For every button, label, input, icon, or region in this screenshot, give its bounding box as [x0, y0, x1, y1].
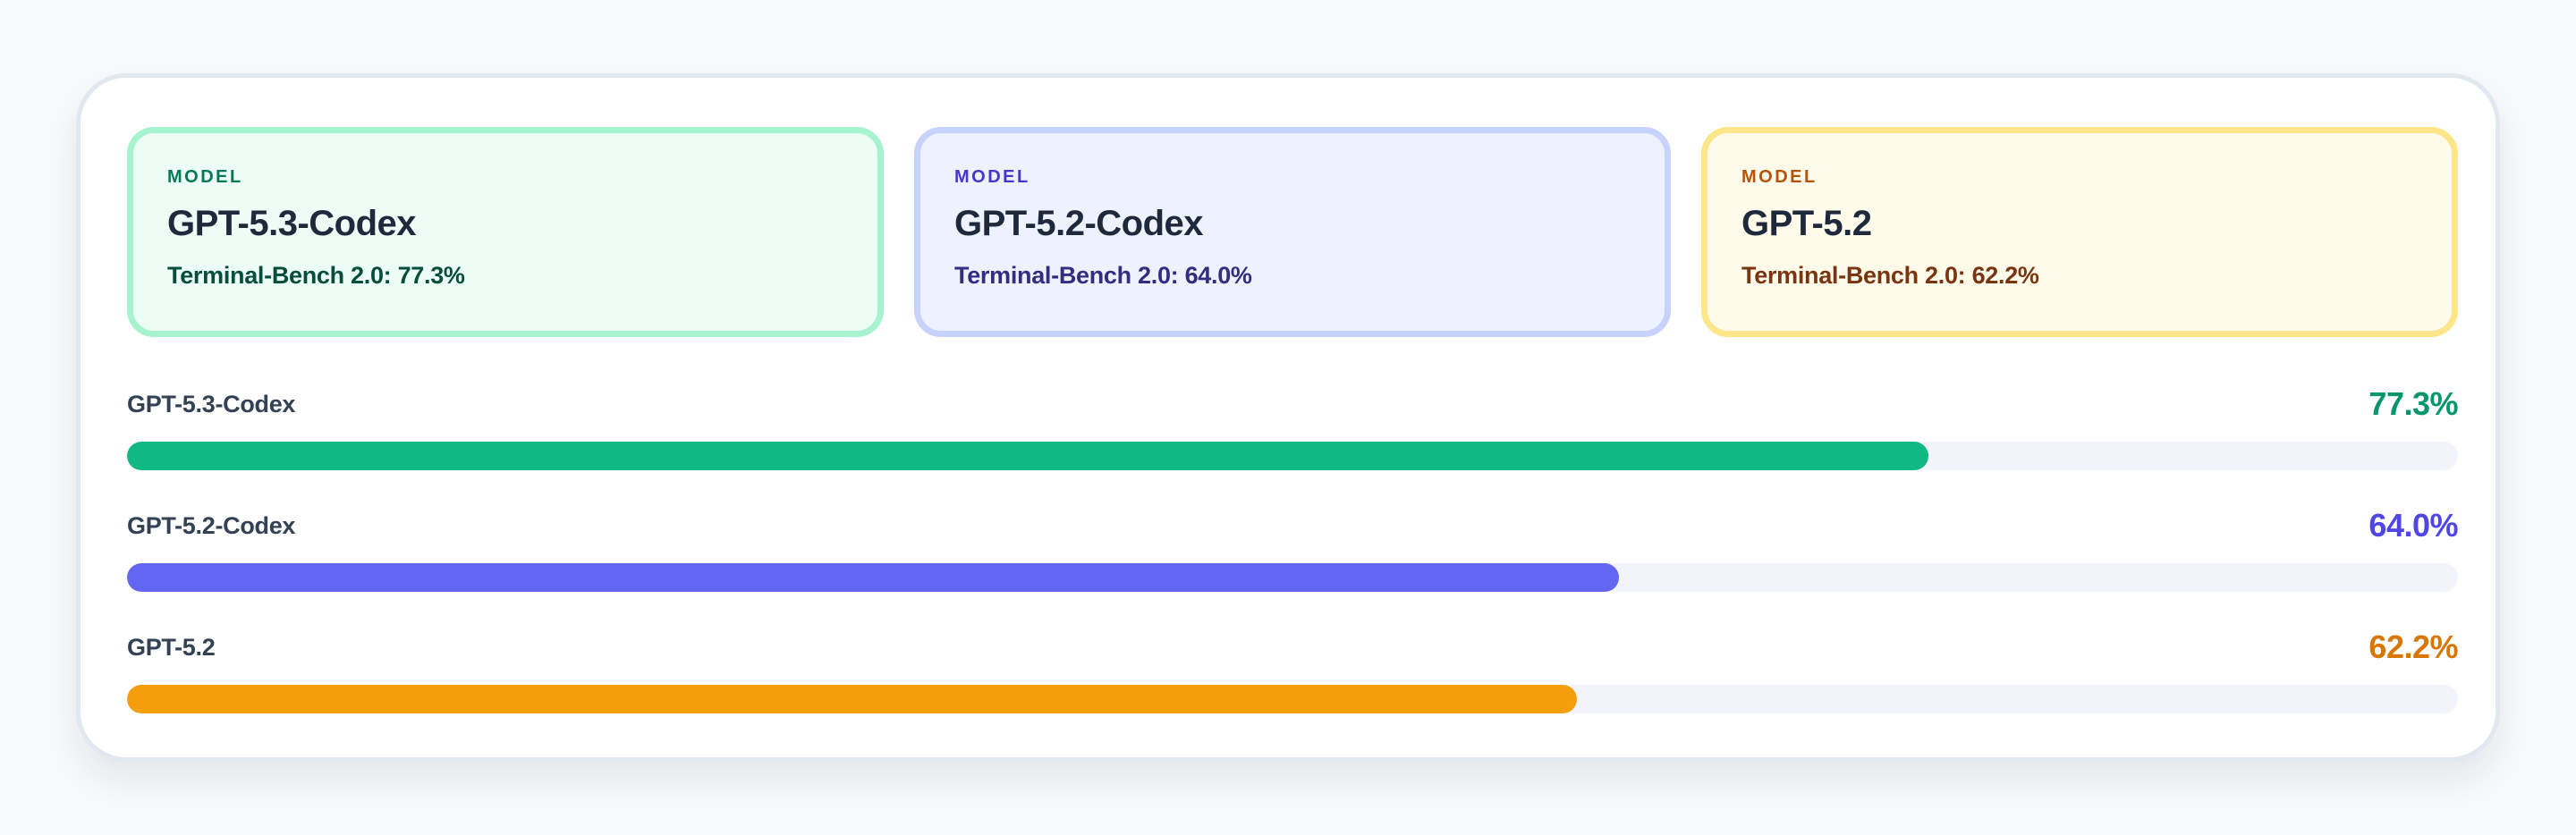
progress-fill — [127, 442, 1929, 470]
benchmark-panel: MODEL GPT-5.3-Codex Terminal-Bench 2.0: … — [76, 73, 2500, 762]
bar-row: GPT-5.3-Codex 77.3% — [127, 385, 2458, 512]
model-cards: MODEL GPT-5.3-Codex Terminal-Bench 2.0: … — [127, 127, 2458, 337]
bar-row: GPT-5.2-Codex 64.0% — [127, 507, 2458, 634]
card-title: GPT-5.2-Codex — [954, 204, 1204, 243]
card-label: MODEL — [954, 167, 1030, 187]
progress-fill — [127, 563, 1619, 592]
card-score: Terminal-Bench 2.0: 62.2% — [1741, 262, 2039, 289]
progress-track — [127, 442, 2458, 470]
progress-fill — [127, 685, 1577, 713]
bar-label: GPT-5.3-Codex — [127, 391, 296, 418]
model-card: MODEL GPT-5.3-Codex Terminal-Bench 2.0: … — [127, 127, 884, 337]
card-title: GPT-5.3-Codex — [167, 204, 417, 243]
bar-value: 62.2% — [2368, 628, 2458, 665]
card-title: GPT-5.2 — [1741, 204, 1872, 243]
bar-label: GPT-5.2-Codex — [127, 512, 296, 539]
bar-label: GPT-5.2 — [127, 634, 216, 661]
bar-value: 77.3% — [2368, 385, 2458, 422]
model-card: MODEL GPT-5.2 Terminal-Bench 2.0: 62.2% — [1701, 127, 2458, 337]
card-label: MODEL — [1741, 167, 1818, 187]
score-bars: GPT-5.3-Codex 77.3% GPT-5.2-Codex 64.0% … — [127, 385, 2458, 755]
card-label: MODEL — [167, 167, 243, 187]
bar-value: 64.0% — [2368, 507, 2458, 544]
progress-track — [127, 685, 2458, 713]
progress-track — [127, 563, 2458, 592]
card-score: Terminal-Bench 2.0: 64.0% — [954, 262, 1252, 289]
bar-row: GPT-5.2 62.2% — [127, 628, 2458, 755]
card-score: Terminal-Bench 2.0: 77.3% — [167, 262, 465, 289]
model-card: MODEL GPT-5.2-Codex Terminal-Bench 2.0: … — [914, 127, 1671, 337]
